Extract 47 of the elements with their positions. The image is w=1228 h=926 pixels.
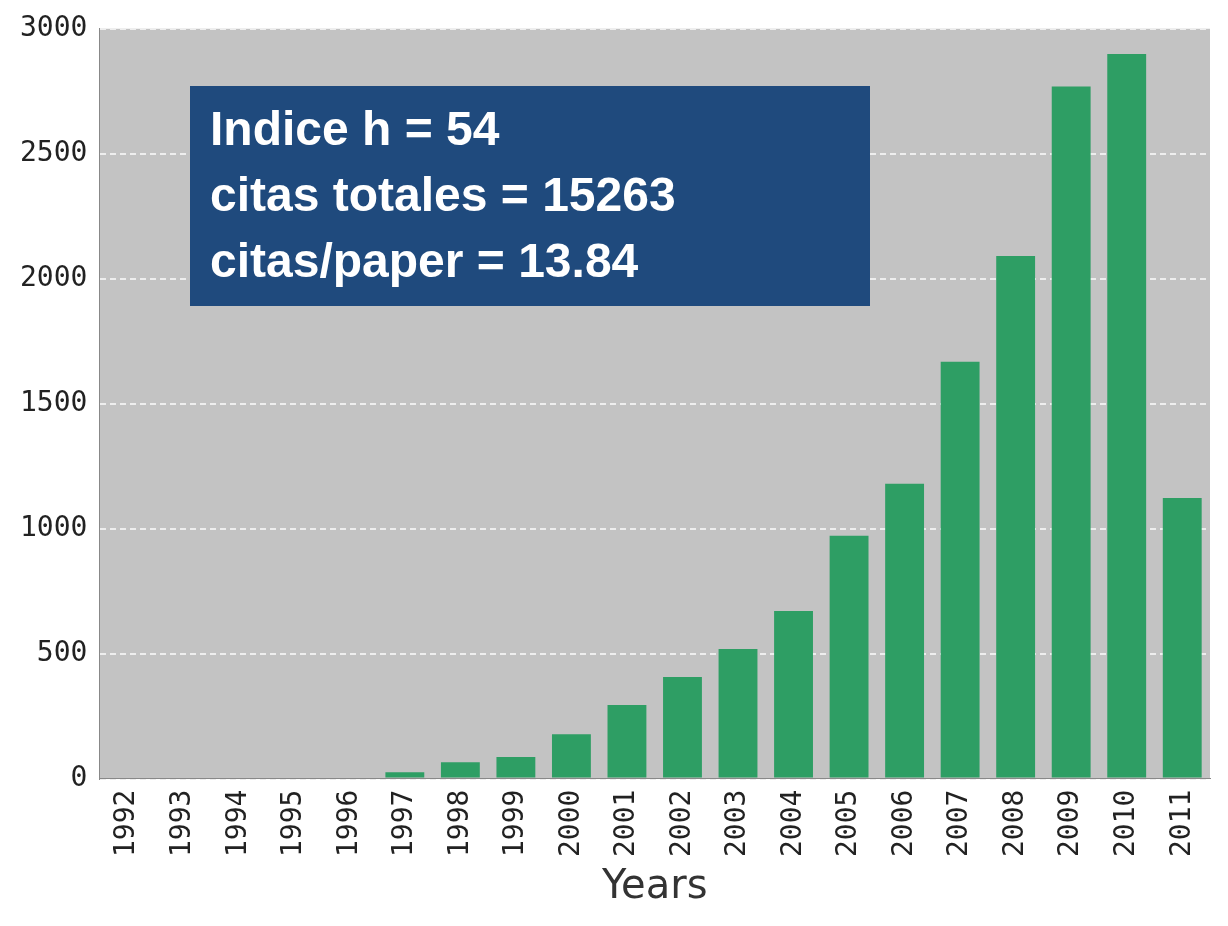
x-tick-label: 1993: [164, 789, 197, 858]
x-tick-label: 1997: [386, 789, 420, 858]
bar: [996, 255, 1036, 778]
x-tick-label: 2001: [608, 789, 642, 858]
x-tick-label: 1994: [219, 789, 253, 858]
x-axis-title: Years: [600, 861, 708, 908]
x-tick-label: 2008: [996, 789, 1030, 858]
bar: [385, 772, 425, 778]
y-tick-label: 2500: [19, 135, 88, 169]
annotation: Indice h = 54: [210, 101, 501, 157]
annotation: citas totales = 15263: [210, 167, 677, 223]
bar: [885, 483, 925, 778]
y-tick-label: 2000: [19, 260, 88, 293]
x-tick-label: 2000: [552, 789, 586, 858]
bar: [496, 757, 536, 778]
y-tick-label: 1500: [19, 384, 88, 418]
bar: [663, 677, 702, 778]
bar: [829, 535, 869, 778]
bar: [1162, 497, 1202, 778]
x-tick-label: 1996: [330, 789, 364, 858]
x-tick-label: 1995: [275, 789, 309, 858]
bar: [940, 361, 980, 778]
y-tick-label: 1000: [19, 509, 88, 543]
x-tick-label: 2007: [941, 789, 975, 858]
bar: [1051, 86, 1091, 778]
x-tick-label: 1999: [497, 789, 531, 858]
y-tick-label: 500: [36, 634, 88, 668]
annotation: citas/paper = 13.84: [210, 233, 640, 289]
text-box: Indice h = 54 citas totales = 15263 citas/paper = 13.84: [190, 86, 870, 306]
x-tick-label: 2010: [1107, 789, 1141, 858]
bar: [1107, 54, 1147, 778]
y-tick-label: 3000: [19, 10, 88, 44]
bar: [607, 705, 647, 778]
x-tick-label: 1998: [441, 789, 475, 858]
y-tick-label: 0: [70, 759, 88, 793]
x-tick-label: 2009: [1052, 789, 1086, 858]
bar: [774, 611, 813, 778]
x-tick-label: 2004: [774, 789, 808, 858]
bar: [718, 649, 758, 778]
x-tick-label: 2003: [719, 789, 753, 858]
bar: [551, 734, 591, 778]
bar: [440, 762, 480, 778]
x-tick-label: 1992: [108, 789, 142, 858]
x-tick-label: 2002: [663, 789, 697, 858]
x-tick-label: 2005: [830, 789, 864, 858]
x-tick-label: 2011: [1163, 789, 1197, 858]
x-tick-label: 2006: [885, 789, 919, 858]
